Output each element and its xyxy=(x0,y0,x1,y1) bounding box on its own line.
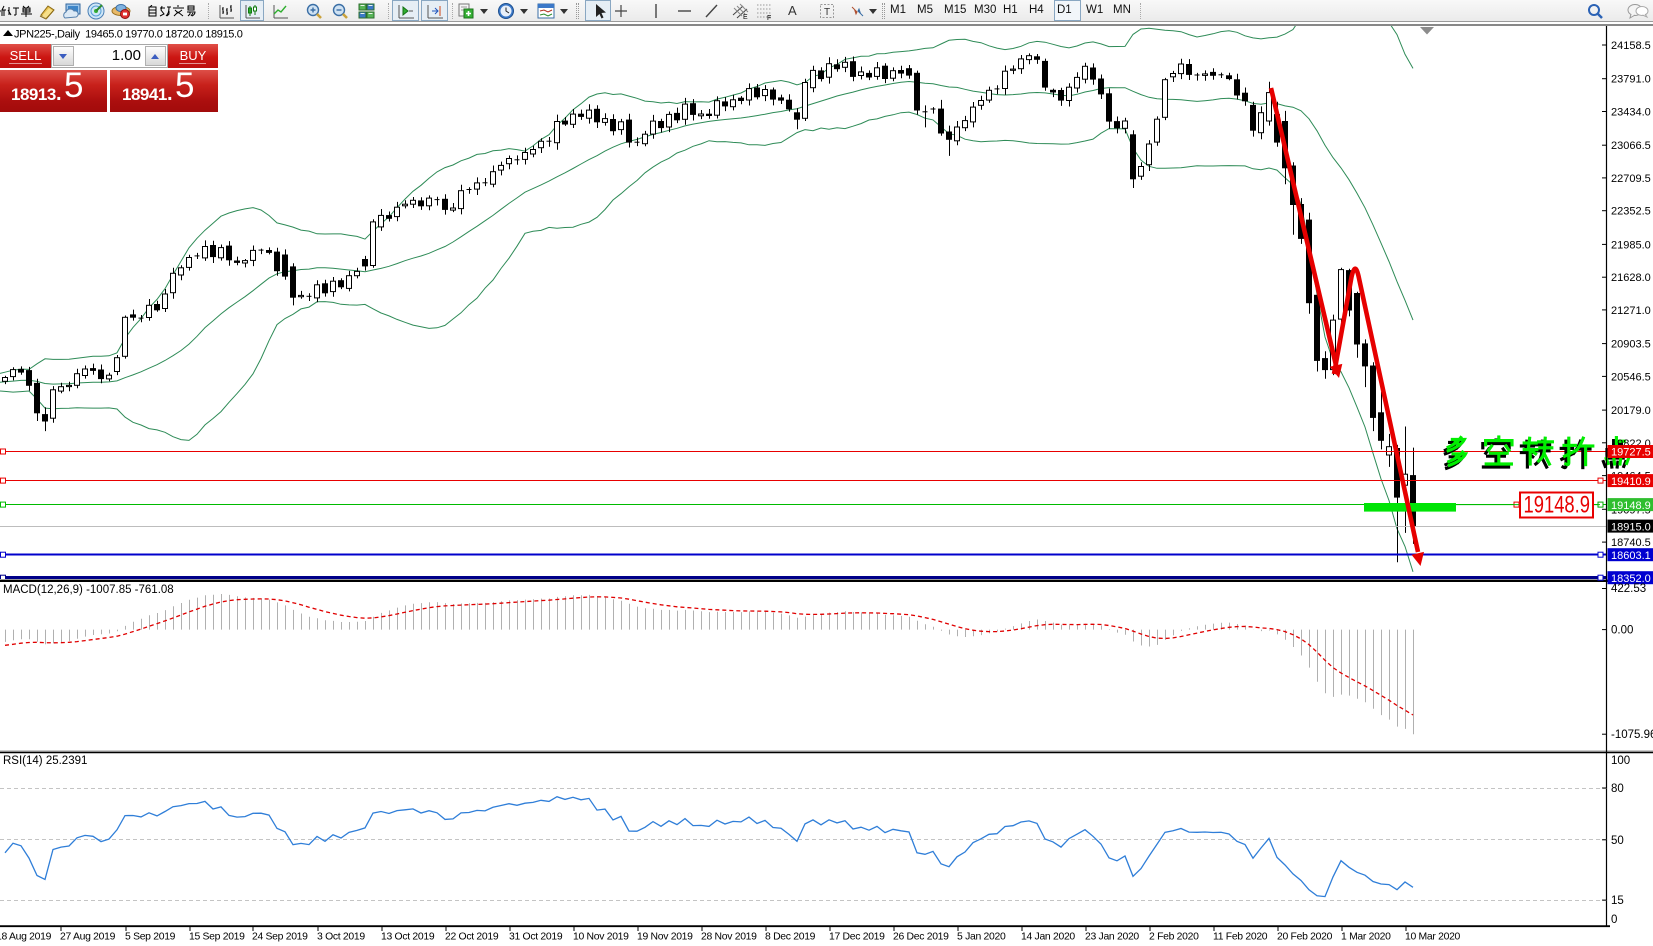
svg-text:2 Feb 2020: 2 Feb 2020 xyxy=(1149,932,1199,943)
svg-text:RSI(14) 25.2391: RSI(14) 25.2391 xyxy=(3,755,87,767)
svg-text:5 Jan 2020: 5 Jan 2020 xyxy=(957,932,1006,943)
svg-text:100: 100 xyxy=(1611,755,1630,767)
svg-text:MACD(12,26,9) -1007.85 -761.08: MACD(12,26,9) -1007.85 -761.08 xyxy=(3,584,174,596)
svg-text:3 Oct 2019: 3 Oct 2019 xyxy=(317,932,365,943)
svg-text:11 Feb 2020: 11 Feb 2020 xyxy=(1213,932,1268,943)
svg-text:10 Nov 2019: 10 Nov 2019 xyxy=(573,932,629,943)
svg-text:422.53: 422.53 xyxy=(1611,583,1646,595)
svg-text:20546.5: 20546.5 xyxy=(1611,371,1651,383)
svg-text:23 Jan 2020: 23 Jan 2020 xyxy=(1085,932,1139,943)
svg-text:1 Mar 2020: 1 Mar 2020 xyxy=(1341,932,1391,943)
svg-text:18740.5: 18740.5 xyxy=(1611,537,1651,549)
svg-text:23066.5: 23066.5 xyxy=(1611,140,1651,152)
svg-text:T: T xyxy=(824,7,830,18)
svg-text:18915.0: 18915.0 xyxy=(1611,521,1651,533)
svg-text:19727.5: 19727.5 xyxy=(1611,447,1651,459)
svg-text:17 Dec 2019: 17 Dec 2019 xyxy=(829,932,885,943)
svg-text:5 Sep 2019: 5 Sep 2019 xyxy=(125,932,176,943)
svg-text:20 Feb 2020: 20 Feb 2020 xyxy=(1277,932,1333,943)
svg-text:22 Oct 2019: 22 Oct 2019 xyxy=(445,932,499,943)
svg-text:0: 0 xyxy=(1611,914,1617,926)
svg-text:15: 15 xyxy=(1611,895,1624,907)
svg-text:10 Mar 2020: 10 Mar 2020 xyxy=(1405,932,1461,943)
svg-text:26 Dec 2019: 26 Dec 2019 xyxy=(893,932,949,943)
svg-text:23791.0: 23791.0 xyxy=(1611,74,1651,86)
svg-text:80: 80 xyxy=(1611,783,1624,795)
svg-text:19410.9: 19410.9 xyxy=(1611,476,1651,488)
svg-text:50: 50 xyxy=(1611,835,1624,847)
svg-text:22352.5: 22352.5 xyxy=(1611,206,1651,218)
svg-text:21271.0: 21271.0 xyxy=(1611,305,1651,317)
svg-text:28 Nov 2019: 28 Nov 2019 xyxy=(701,932,757,943)
svg-text:15 Sep 2019: 15 Sep 2019 xyxy=(189,932,245,943)
svg-text:19148.9: 19148.9 xyxy=(1611,500,1651,512)
svg-text:23434.0: 23434.0 xyxy=(1611,107,1651,119)
svg-text:14 Jan 2020: 14 Jan 2020 xyxy=(1021,932,1075,943)
svg-text:20179.0: 20179.0 xyxy=(1611,405,1651,417)
svg-text:18352.0: 18352.0 xyxy=(1611,573,1651,585)
svg-text:8 Dec 2019: 8 Dec 2019 xyxy=(765,932,816,943)
svg-text:E: E xyxy=(743,14,748,21)
svg-text:20903.5: 20903.5 xyxy=(1611,339,1651,351)
svg-text:27 Aug 2019: 27 Aug 2019 xyxy=(60,932,116,943)
svg-text:13 Oct 2019: 13 Oct 2019 xyxy=(381,932,435,943)
svg-text:31 Oct 2019: 31 Oct 2019 xyxy=(509,932,563,943)
svg-text:18 Aug 2019: 18 Aug 2019 xyxy=(0,932,52,943)
svg-text:22709.5: 22709.5 xyxy=(1611,173,1651,185)
svg-text:24 Sep 2019: 24 Sep 2019 xyxy=(252,932,308,943)
svg-text:21628.0: 21628.0 xyxy=(1611,272,1651,284)
svg-text:18603.1: 18603.1 xyxy=(1611,550,1651,562)
svg-text:19148.9: 19148.9 xyxy=(1524,492,1591,519)
svg-text:21985.0: 21985.0 xyxy=(1611,239,1651,251)
svg-text:19 Nov 2019: 19 Nov 2019 xyxy=(637,932,693,943)
svg-text:24158.5: 24158.5 xyxy=(1611,40,1651,52)
svg-text:F: F xyxy=(767,15,771,21)
svg-text:-1075.96: -1075.96 xyxy=(1611,729,1653,741)
svg-text:JPN225-,Daily 19465.0 19770.0: JPN225-,Daily 19465.0 19770.0 18720.0 18… xyxy=(14,29,243,41)
svg-text:0.00: 0.00 xyxy=(1611,625,1633,637)
